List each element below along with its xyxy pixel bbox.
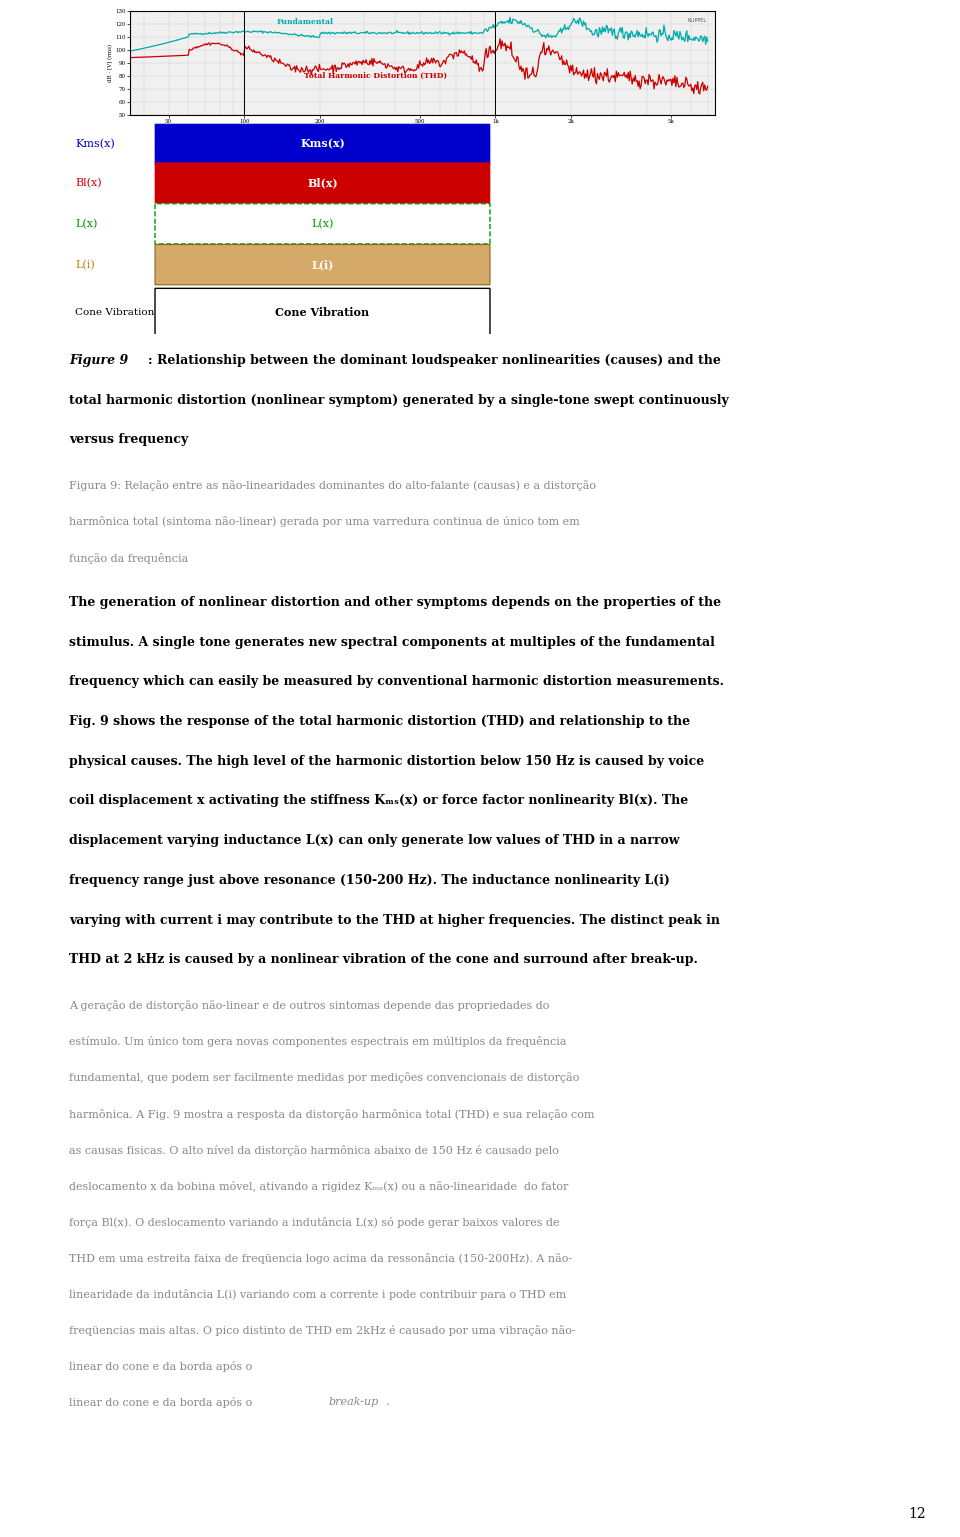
Text: harmônica total (sintoma não-linear) gerada por uma varredura continua de único : harmônica total (sintoma não-linear) ger… [69, 516, 580, 527]
Text: L(i): L(i) [75, 260, 95, 271]
Text: physical causes. The high level of the harmonic distortion below 150 Hz is cause: physical causes. The high level of the h… [69, 755, 705, 768]
Text: break-up: break-up [328, 1397, 378, 1408]
Text: fundamental, que podem ser facilmente medidas por medições convencionais de dist: fundamental, que podem ser facilmente me… [69, 1073, 580, 1084]
Text: deslocamento x da bobina móvel, ativando a rigidez Kₘₛ(x) ou a não-linearidade  : deslocamento x da bobina móvel, ativando… [69, 1180, 568, 1191]
Text: A geração de distorção não-linear e de outros sintomas depende das propriedades : A geração de distorção não-linear e de o… [69, 1001, 549, 1011]
Text: freqüencias mais altas. O pico distinto de THD em 2kHz é causado por uma vibraçã: freqüencias mais altas. O pico distinto … [69, 1325, 576, 1336]
Text: .: . [386, 1397, 390, 1408]
Text: THD at 2 kHz is caused by a nonlinear vibration of the cone and surround after b: THD at 2 kHz is caused by a nonlinear vi… [69, 953, 698, 967]
Text: Figure 9: Figure 9 [69, 354, 129, 367]
Text: Fundamental: Fundamental [276, 18, 334, 26]
Polygon shape [155, 244, 490, 284]
Y-axis label: dB - [V] (rms): dB - [V] (rms) [108, 45, 113, 81]
Text: total harmonic distortion (nonlinear symptom) generated by a single-tone swept c: total harmonic distortion (nonlinear sym… [69, 393, 729, 407]
Text: coil displacement x activating the stiffness Kₘₛ(x) or force factor nonlinearity: coil displacement x activating the stiff… [69, 795, 688, 807]
Text: Cone Vibration: Cone Vibration [75, 307, 155, 317]
Text: função da frequência: função da frequência [69, 553, 188, 564]
Text: L(i): L(i) [311, 260, 334, 271]
Text: L(x): L(x) [75, 218, 97, 229]
Text: THD em uma estreita faixa de freqüencia logo acima da ressonância (150-200Hz). A: THD em uma estreita faixa de freqüencia … [69, 1253, 572, 1263]
Text: Total Harmonic Distortion (THD): Total Harmonic Distortion (THD) [304, 72, 447, 80]
Text: Fig. 9 shows the response of the total harmonic distortion (THD) and relationshi: Fig. 9 shows the response of the total h… [69, 715, 690, 729]
Text: Bl(x): Bl(x) [75, 178, 102, 188]
Text: frequency which can easily be measured by conventional harmonic distortion measu: frequency which can easily be measured b… [69, 675, 724, 689]
Polygon shape [155, 289, 490, 335]
Text: 12: 12 [909, 1508, 926, 1522]
Text: stimulus. A single tone generates new spectral components at multiples of the fu: stimulus. A single tone generates new sp… [69, 636, 715, 649]
Text: frequency range just above resonance (150-200 Hz). The inductance nonlinearity L: frequency range just above resonance (15… [69, 875, 670, 887]
Text: : Relationship between the dominant loudspeaker nonlinearities (causes) and the: : Relationship between the dominant loud… [148, 354, 721, 367]
Text: Figura 9: Relação entre as não-linearidades dominantes do alto-falante (causas) : Figura 9: Relação entre as não-linearida… [69, 481, 596, 492]
Text: harmônica. A Fig. 9 mostra a resposta da distorção harmônica total (THD) e sua r: harmônica. A Fig. 9 mostra a resposta da… [69, 1108, 594, 1119]
Polygon shape [155, 124, 490, 164]
X-axis label: Frequency [Hz]: Frequency [Hz] [400, 126, 444, 131]
Text: The generation of nonlinear distortion and other symptoms depends on the propert: The generation of nonlinear distortion a… [69, 596, 721, 609]
Text: varying with current i may contribute to the THD at higher frequencies. The dist: varying with current i may contribute to… [69, 913, 720, 927]
Text: as causas fisicas. O alto nível da distorção harmônica abaixo de 150 Hz é causad: as causas fisicas. O alto nível da disto… [69, 1145, 559, 1156]
Text: linear do cone e da borda após o: linear do cone e da borda após o [69, 1362, 256, 1373]
Text: Kms(x): Kms(x) [300, 138, 345, 149]
Text: estímulo. Um único tom gera novas componentes espectrais em múltiplos da frequên: estímulo. Um único tom gera novas compon… [69, 1036, 566, 1047]
Text: linear do cone e da borda após o: linear do cone e da borda após o [69, 1397, 256, 1408]
Text: linearidade da indutância L(i) variando com a corrente i pode contribuir para o : linearidade da indutância L(i) variando … [69, 1290, 566, 1300]
Text: Bl(x): Bl(x) [307, 177, 338, 189]
Polygon shape [155, 163, 490, 203]
Text: força Bl(x). O deslocamento variando a indutância L(x) só pode gerar baixos valo: força Bl(x). O deslocamento variando a i… [69, 1217, 560, 1228]
Text: Kms(x): Kms(x) [75, 138, 115, 149]
Text: KLIPPEL: KLIPPEL [687, 18, 707, 23]
Text: L(x): L(x) [311, 218, 334, 229]
Text: versus frequency: versus frequency [69, 433, 188, 446]
Text: Cone Vibration: Cone Vibration [276, 306, 370, 318]
Text: displacement varying inductance L(x) can only generate low values of THD in a na: displacement varying inductance L(x) can… [69, 835, 680, 847]
